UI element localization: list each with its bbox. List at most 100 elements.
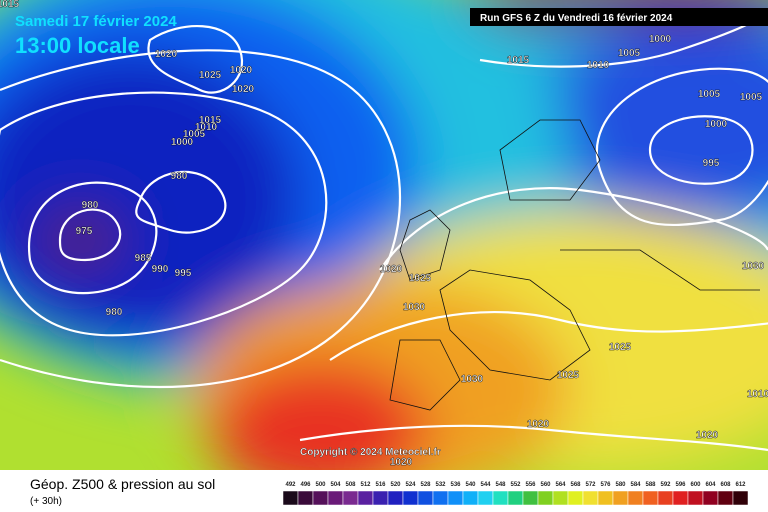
legend-label: 584 xyxy=(630,482,641,488)
legend-swatch xyxy=(372,490,389,506)
legend-label: 576 xyxy=(600,482,611,488)
legend-label: 572 xyxy=(585,482,596,488)
isobar-label: 980 xyxy=(82,200,99,211)
legend-swatch xyxy=(582,490,599,506)
isobar-label: 1020 xyxy=(230,65,253,76)
legend-label: 592 xyxy=(660,482,671,488)
legend-label: 568 xyxy=(570,482,581,488)
legend-label: 508 xyxy=(345,482,356,488)
legend-label: 504 xyxy=(330,482,341,488)
run-box xyxy=(470,8,768,26)
isobar-label: 1010 xyxy=(747,389,768,400)
isobar-label: 1025 xyxy=(409,273,432,284)
legend-label: 492 xyxy=(285,482,296,488)
isobar-label: 1000 xyxy=(705,119,728,130)
isobar-label: 1025 xyxy=(609,342,632,353)
isobar-label: 985 xyxy=(135,253,152,264)
legend-swatch xyxy=(612,490,629,506)
legend-label: 612 xyxy=(735,482,746,488)
legend-label: 528 xyxy=(420,482,431,488)
isobar-label: 990 xyxy=(152,264,169,275)
isobar-label: 1025 xyxy=(199,70,222,81)
legend-swatch xyxy=(432,490,449,506)
legend-swatch xyxy=(357,490,374,506)
legend-swatch xyxy=(732,490,749,506)
legend-label: 588 xyxy=(645,482,656,488)
legend-swatch xyxy=(402,490,419,506)
legend-swatch xyxy=(567,490,584,506)
legend: 492 496 500 504 508 512 516 520 524 528 532 536 540 5… xyxy=(282,482,749,506)
isobar-label: 1020 xyxy=(155,49,178,60)
isobar-label: 980 xyxy=(106,307,123,318)
isobar-label: 1005 xyxy=(618,48,641,59)
legend-swatch xyxy=(462,490,479,506)
legend-swatch xyxy=(537,490,554,506)
isobar-label: 995 xyxy=(175,268,192,279)
legend-swatch xyxy=(447,490,464,506)
legend-swatch xyxy=(492,490,509,506)
legend-label: 512 xyxy=(360,482,371,488)
footer-lead: (+ 30h) xyxy=(30,496,62,507)
legend-swatch xyxy=(702,490,719,506)
legend-label: 540 xyxy=(465,482,476,488)
isobar-label: 1025 xyxy=(557,370,580,381)
legend-label: 608 xyxy=(720,482,731,488)
legend-swatch xyxy=(522,490,539,506)
legend-label: 536 xyxy=(450,482,461,488)
legend-label: 532 xyxy=(435,482,446,488)
isobar-label: 1020 xyxy=(390,457,413,468)
legend-swatch xyxy=(312,490,329,506)
isobar-label: 1020 xyxy=(232,84,255,95)
isobar-label: 1015 xyxy=(0,0,20,10)
isobar-labels: 1015102010251020102010151010100510009809… xyxy=(0,0,768,468)
isobar-label: 1005 xyxy=(183,129,206,140)
legend-label: 520 xyxy=(390,482,401,488)
legend-label: 604 xyxy=(705,482,716,488)
field xyxy=(0,0,768,470)
legend-swatch xyxy=(657,490,674,506)
isobar-label: 1015 xyxy=(199,115,222,126)
legend-swatch xyxy=(627,490,644,506)
legend-swatch xyxy=(642,490,659,506)
isobar-label: 1020 xyxy=(527,419,550,430)
legend-swatch xyxy=(687,490,704,506)
isobar-label: 975 xyxy=(76,226,93,237)
legend-swatch xyxy=(282,490,299,506)
isobar-label: 1010 xyxy=(587,60,610,71)
legend-swatch xyxy=(417,490,434,506)
isobar-label: 1005 xyxy=(740,92,763,103)
legend-label: 500 xyxy=(315,482,326,488)
legend-label: 544 xyxy=(480,482,491,488)
legend-swatch xyxy=(327,490,344,506)
legend-label: 548 xyxy=(495,482,506,488)
isobar-label: 1010 xyxy=(195,122,218,133)
isobar-label: 1020 xyxy=(380,264,403,275)
legend-label: 496 xyxy=(300,482,311,488)
legend-label: 600 xyxy=(690,482,701,488)
legend-label: 580 xyxy=(615,482,626,488)
isobar-label: 1000 xyxy=(171,137,194,148)
legend-swatch xyxy=(507,490,524,506)
isobar-label: 980 xyxy=(171,171,188,182)
legend-label: 564 xyxy=(555,482,566,488)
time: 13:00 locale xyxy=(15,33,140,58)
isobar-label: 1030 xyxy=(403,302,426,313)
isobar-label: 1015 xyxy=(507,55,530,66)
legend-swatch xyxy=(717,490,734,506)
legend-label: 560 xyxy=(540,482,551,488)
legend-label: 516 xyxy=(375,482,386,488)
legend-swatch xyxy=(297,490,314,506)
legend-swatch xyxy=(342,490,359,506)
isobar-label: 995 xyxy=(703,158,720,169)
run-info: Run GFS 6 Z du Vendredi 16 février 2024 xyxy=(480,13,673,24)
isobar-label: 1030 xyxy=(461,374,484,385)
legend-label: 524 xyxy=(405,482,416,488)
footer-title: Géop. Z500 & pression au sol xyxy=(30,476,215,492)
isobar-label: 1030 xyxy=(742,261,765,272)
legend-label: 552 xyxy=(510,482,521,488)
legend-swatch xyxy=(387,490,404,506)
legend-swatch xyxy=(552,490,569,506)
legend-label: 556 xyxy=(525,482,536,488)
copyright: Copyright © 2024 Meteociel.fr xyxy=(300,447,441,458)
